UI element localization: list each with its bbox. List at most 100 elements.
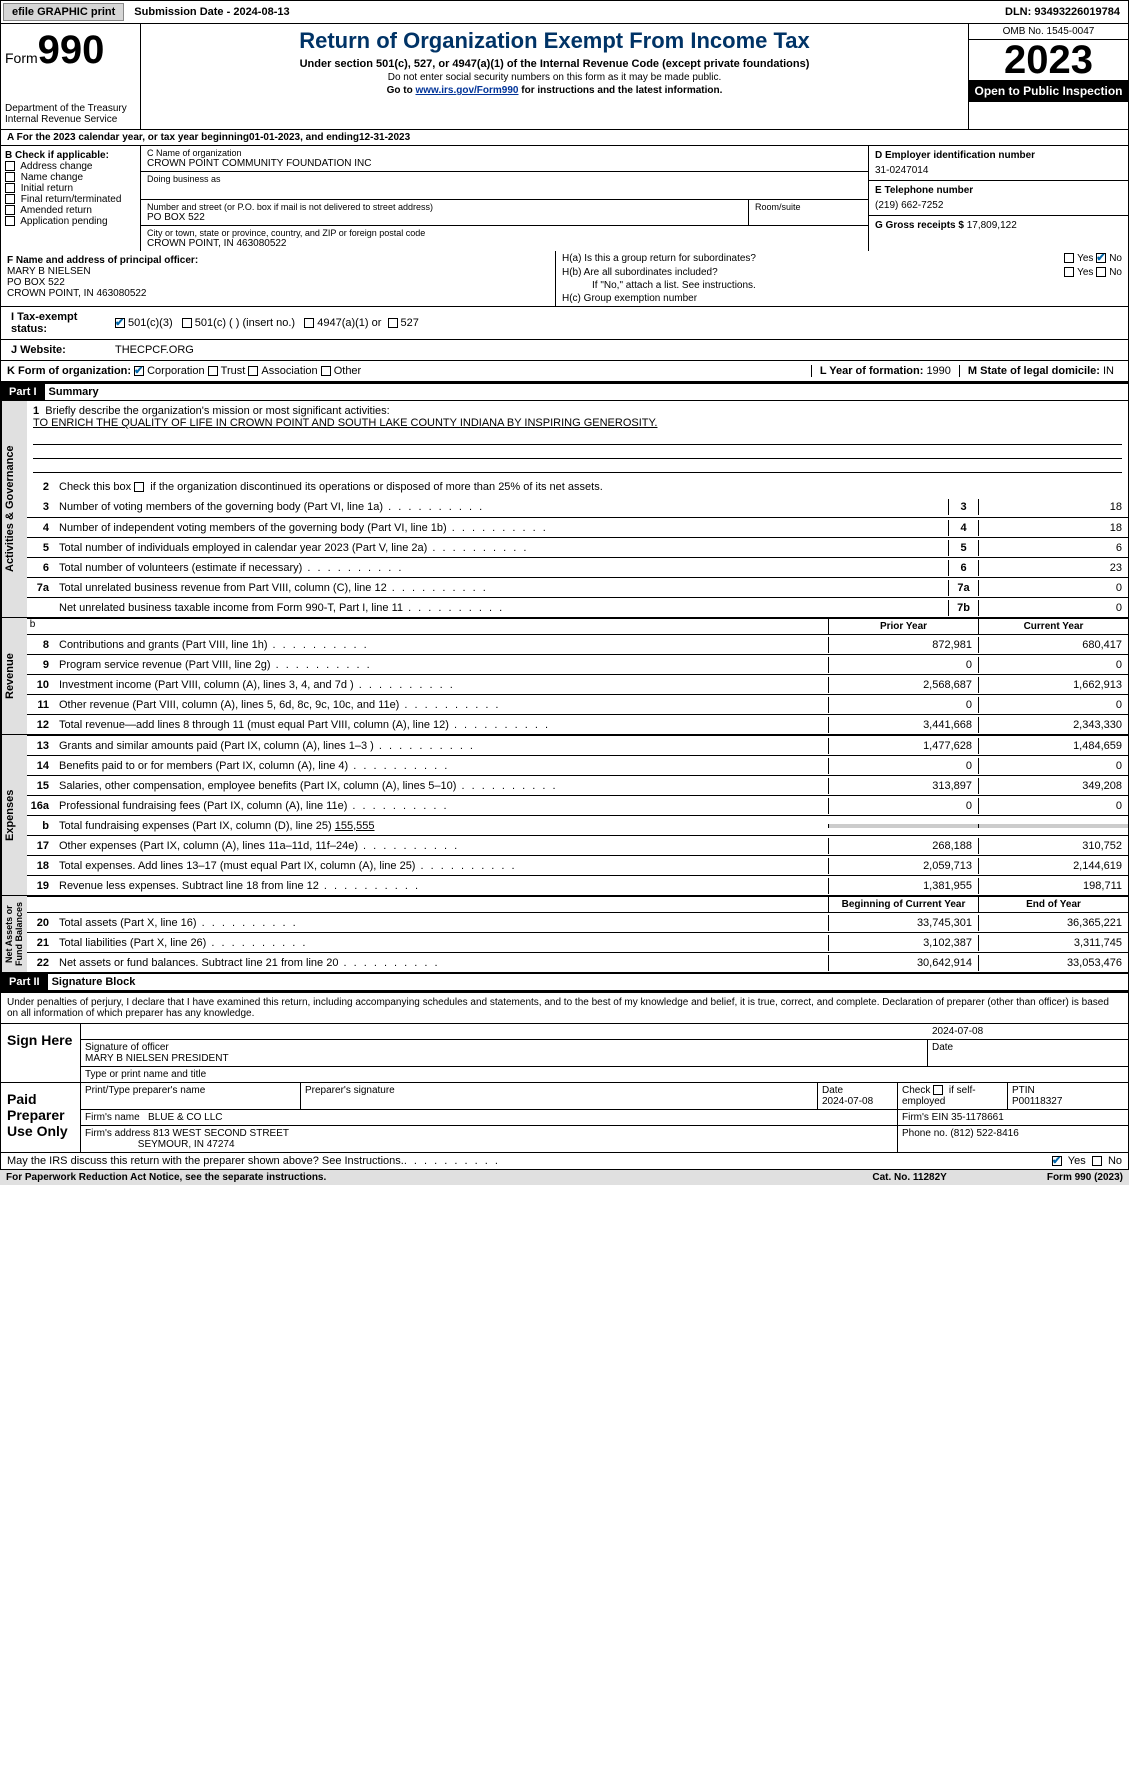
current-year-header: Current Year (978, 619, 1128, 634)
discuss-no-checkbox[interactable] (1092, 1156, 1102, 1166)
gov-line: 3Number of voting members of the governi… (27, 497, 1128, 517)
city-label: City or town, state or province, country… (147, 228, 862, 238)
part-2-header: Part II Signature Block (0, 972, 1129, 991)
firm-addr-label: Firm's address (85, 1128, 150, 1139)
formation-year: 1990 (926, 365, 950, 377)
line-num: 21 (27, 937, 55, 949)
prior-value: 313,897 (828, 778, 978, 794)
prior-value: 1,381,955 (828, 878, 978, 894)
k-l-m-row: K Form of organization: Corporation Trus… (0, 361, 1129, 382)
501c3-checkbox[interactable] (115, 318, 125, 328)
line-num: 12 (27, 719, 55, 731)
line-desc: Net assets or fund balances. Subtract li… (55, 955, 828, 971)
box-b-checkbox-4[interactable] (5, 205, 15, 215)
discuss-yes-checkbox[interactable] (1052, 1156, 1062, 1166)
4947-label: 4947(a)(1) or (317, 317, 381, 329)
revenue-section: Revenue bPrior YearCurrent Year 8Contrib… (1, 618, 1128, 735)
assoc-checkbox[interactable] (248, 366, 258, 376)
dln: DLN: 93493226019784 (997, 6, 1128, 18)
line-2-desc: Check this box if the organization disco… (55, 479, 1128, 495)
hb-yes-checkbox[interactable] (1064, 267, 1074, 277)
line-num: 7a (27, 582, 55, 594)
line-num: 6 (27, 562, 55, 574)
501c-checkbox[interactable] (182, 318, 192, 328)
trust-checkbox[interactable] (208, 366, 218, 376)
self-employed-checkbox[interactable] (933, 1085, 943, 1095)
officer-h-block: F Name and address of principal officer:… (0, 251, 1129, 307)
box-b-checkbox-0[interactable] (5, 161, 15, 171)
ha-yes-checkbox[interactable] (1064, 253, 1074, 263)
prep-date-label: Date (822, 1085, 843, 1096)
line-2-checkbox[interactable] (134, 482, 144, 492)
line-desc: Other revenue (Part VIII, column (A), li… (55, 697, 828, 713)
mission-block: 1 Briefly describe the organization's mi… (27, 401, 1128, 477)
section-a-tax-year: A For the 2023 calendar year, or tax yea… (0, 129, 1129, 146)
sig-officer-label: Signature of officer (85, 1042, 923, 1053)
efile-print-button[interactable]: efile GRAPHIC print (3, 3, 124, 21)
current-value: 198,711 (978, 878, 1128, 894)
paid-preparer-label: Paid Preparer Use Only (1, 1083, 81, 1152)
governance-section: Activities & Governance 1 Briefly descri… (1, 401, 1128, 618)
ein-value: 31-0247014 (875, 165, 1122, 176)
line-value: 18 (978, 520, 1128, 536)
line-num: 3 (27, 501, 55, 513)
submission-date: Submission Date - 2024-08-13 (126, 6, 297, 18)
h-b: H(b) Are all subordinates included? Yes … (562, 267, 1122, 278)
line-num: 22 (27, 957, 55, 969)
sig-date-label: Date (928, 1040, 1128, 1066)
527-checkbox[interactable] (388, 318, 398, 328)
org-name: CROWN POINT COMMUNITY FOUNDATION INC (147, 158, 862, 169)
firm-name: BLUE & CO LLC (148, 1112, 222, 1123)
box-b-checkbox-3[interactable] (5, 194, 15, 204)
line-num: 4 (27, 522, 55, 534)
irs-link[interactable]: www.irs.gov/Form990 (415, 85, 518, 96)
data-line: 14Benefits paid to or for members (Part … (27, 755, 1128, 775)
ha-no-checkbox[interactable] (1096, 253, 1106, 263)
line-desc: Professional fundraising fees (Part IX, … (55, 798, 828, 814)
box-b-checkbox-5[interactable] (5, 216, 15, 226)
data-line: 20Total assets (Part X, line 16)33,745,3… (27, 912, 1128, 932)
footer-left: For Paperwork Reduction Act Notice, see … (6, 1172, 326, 1183)
box-b-checkbox-2[interactable] (5, 183, 15, 193)
firm-addr2: SEYMOUR, IN 47274 (138, 1139, 235, 1150)
expenses-side-label: Expenses (1, 735, 27, 895)
current-value: 3,311,745 (978, 935, 1128, 951)
footer-right: Form 990 (2023) (1047, 1172, 1123, 1183)
4947-checkbox[interactable] (304, 318, 314, 328)
form-label: Form (5, 50, 38, 66)
gross-receipts-value: 17,809,122 (967, 220, 1017, 231)
line-desc: Contributions and grants (Part VIII, lin… (55, 637, 828, 653)
form-header: Form990 Department of the Treasury Inter… (0, 24, 1129, 129)
line-b-desc: Total fundraising expenses (Part IX, col… (55, 818, 828, 834)
other-checkbox[interactable] (321, 366, 331, 376)
goto-instruction: Go to www.irs.gov/Form990 for instructio… (145, 85, 964, 96)
line-desc: Program service revenue (Part VIII, line… (55, 657, 828, 673)
begin-year-header: Beginning of Current Year (828, 897, 978, 912)
dba-label: Doing business as (147, 174, 862, 184)
gov-line: Net unrelated business taxable income fr… (27, 597, 1128, 617)
line-desc: Investment income (Part VIII, column (A)… (55, 677, 828, 693)
ptin-value: P00118327 (1012, 1096, 1062, 1107)
line-value: 6 (978, 540, 1128, 556)
corp-checkbox[interactable] (134, 366, 144, 376)
perjury-statement: Under penalties of perjury, I declare th… (0, 991, 1129, 1024)
gov-line: 5Total number of individuals employed in… (27, 537, 1128, 557)
prior-value: 0 (828, 798, 978, 814)
line-box-num: 7a (948, 580, 978, 596)
ein-label: D Employer identification number (875, 150, 1122, 161)
line-desc: Other expenses (Part IX, column (A), lin… (55, 838, 828, 854)
current-value: 0 (978, 758, 1128, 774)
h-a: H(a) Is this a group return for subordin… (562, 253, 1122, 264)
tax-year: 2023 (969, 40, 1128, 80)
current-value: 2,343,330 (978, 717, 1128, 733)
current-value: 0 (978, 697, 1128, 713)
street-value: PO BOX 522 (147, 212, 742, 223)
website-row: J Website: THECPCF.ORG (0, 340, 1129, 361)
gov-line: 4Number of independent voting members of… (27, 517, 1128, 537)
data-line: 21Total liabilities (Part X, line 26)3,1… (27, 932, 1128, 952)
hb-no-checkbox[interactable] (1096, 267, 1106, 277)
type-name-label: Type or print name and title (81, 1067, 1128, 1082)
firm-ein: 35-1178661 (951, 1112, 1004, 1123)
box-b-checkbox-1[interactable] (5, 172, 15, 182)
website-label: J Website: (5, 344, 115, 356)
